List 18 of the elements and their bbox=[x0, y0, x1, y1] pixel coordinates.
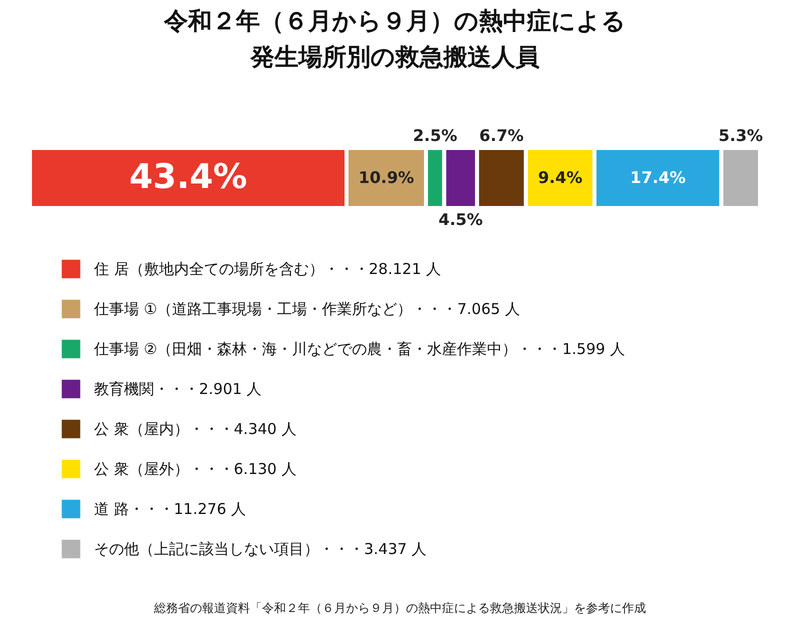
data-label: 43.4% bbox=[129, 157, 248, 197]
data-label: 5.3% bbox=[718, 126, 763, 145]
data-label: 4.5% bbox=[438, 210, 483, 229]
chart-title: 令和２年（６月から９月）の熱中症による発生場所別の救急搬送人員 bbox=[163, 7, 626, 71]
legend-label: 公 衆（屋外）・・・6.130 人 bbox=[94, 460, 296, 478]
legend-label: 仕事場 ①（道路工事現場・工場・作業所など）・・・7.065 人 bbox=[93, 300, 520, 318]
legend-label: 仕事場 ②（田畑・森林・海・川などでの農・畜・水産作業中）・・・1.599 人 bbox=[93, 340, 625, 358]
data-label: 9.4% bbox=[538, 168, 582, 187]
legend-label: その他（上記に該当しない項目）・・・3.437 人 bbox=[94, 540, 427, 558]
legend-label: 公 衆（屋内）・・・4.340 人 bbox=[94, 420, 296, 438]
text: 総務省の報道資料「令和２年（６月から９月）の熱中症による救急搬送状況」を参考に作成 bbox=[153, 600, 647, 617]
legend-label: 教育機関・・・2.901 人 bbox=[94, 380, 262, 398]
legend-label: 道 路・・・11.276 人 bbox=[94, 500, 246, 518]
data-label: 2.5% bbox=[412, 126, 458, 145]
data-label: 17.4% bbox=[630, 168, 686, 187]
legend-label: 住 居（敷地内全ての場所を含む）・・・28.121 人 bbox=[93, 260, 442, 278]
data-label: 6.7% bbox=[479, 126, 524, 145]
data-label: 10.9% bbox=[358, 168, 414, 187]
